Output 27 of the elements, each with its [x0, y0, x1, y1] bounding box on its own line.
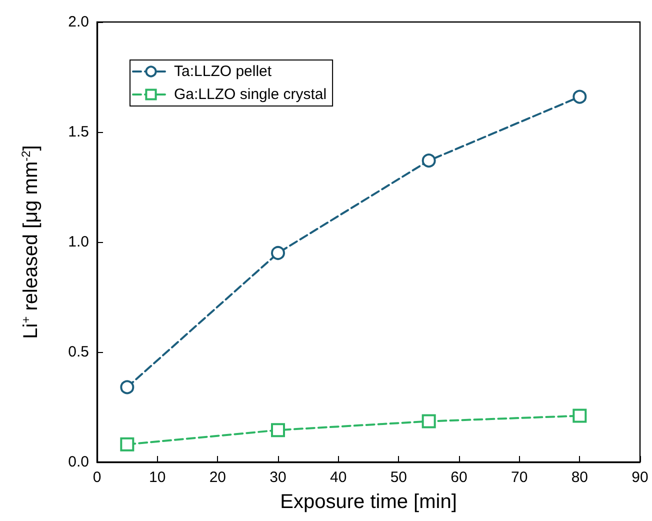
legend-label: Ga:LLZO single crystal [174, 86, 327, 103]
y-tick-label: 2.0 [68, 14, 89, 30]
x-tick-label: 80 [571, 469, 588, 486]
x-tick-label: 50 [390, 469, 408, 486]
x-tick-label: 40 [330, 469, 347, 486]
point [120, 380, 134, 394]
point [422, 414, 436, 428]
x-tick-label: 20 [209, 469, 226, 486]
x-tick-label: 0 [92, 469, 102, 486]
legend-label: Ta:LLZO pellet [174, 63, 272, 80]
y-tick-label: 1.5 [68, 124, 89, 140]
x-axis-title: Exposure time [min] [280, 491, 457, 513]
point [120, 437, 134, 452]
point [271, 423, 285, 438]
x-tick-label: 60 [450, 469, 468, 486]
x-tick-label: 70 [510, 469, 528, 486]
point [422, 154, 436, 168]
x-tick-label: 30 [270, 469, 286, 486]
y-tick-label: 1.0 [68, 234, 89, 250]
x-tick-label: 90 [632, 469, 648, 486]
point [271, 246, 285, 260]
point [572, 90, 587, 104]
point [572, 408, 587, 423]
y-axis-title: Li+ released [μg mm-2] [19, 145, 42, 339]
y-tick-label: 0.5 [68, 344, 89, 360]
y-tick-label: 0.0 [68, 454, 89, 470]
x-tick-label: 10 [148, 469, 166, 486]
